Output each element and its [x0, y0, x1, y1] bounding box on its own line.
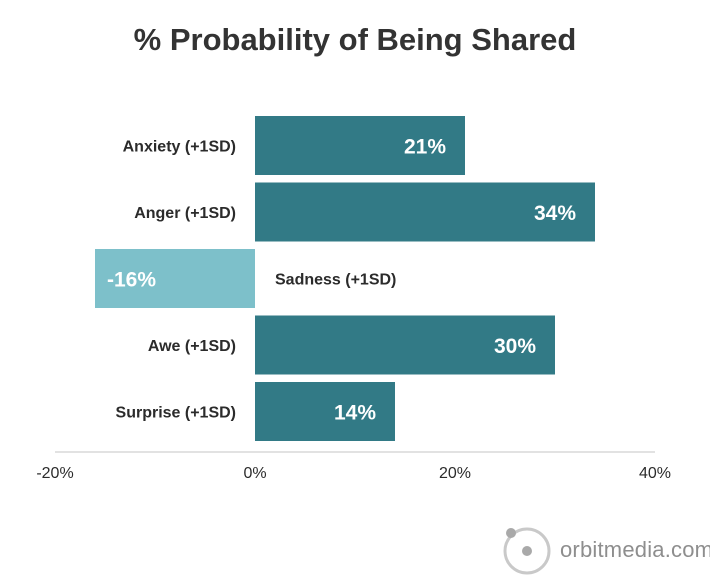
- bar-chart: Anxiety (+1SD) 21% Anger (+1SD) 34% Sadness …: [36, 116, 671, 482]
- value-label-anxiety-1sd: 21%: [404, 136, 446, 159]
- x-axis-ticks: -20% 0% 20% 40%: [36, 465, 671, 482]
- value-label-surprise-1sd: 14%: [334, 402, 376, 425]
- category-label-awe-1sd: Awe (+1SD): [148, 338, 236, 355]
- x-tick-label: -20%: [36, 465, 73, 482]
- category-label-surprise-1sd: Surprise (+1SD): [116, 405, 236, 422]
- orbit-logo-icon: [503, 527, 551, 575]
- watermark: orbitmedia.com: [502, 524, 710, 575]
- x-tick-label: 40%: [639, 465, 671, 482]
- x-tick-label: 20%: [439, 465, 471, 482]
- value-label-awe-1sd: 30%: [494, 335, 536, 358]
- x-tick-label: 0%: [243, 465, 266, 482]
- category-label-anxiety-1sd: Anxiety (+1SD): [123, 139, 236, 156]
- bar-anxiety-1sd: [255, 116, 465, 175]
- bars-group: Anxiety (+1SD) 21% Anger (+1SD) 34% Sadness …: [95, 116, 595, 441]
- chart-title: % Probability of Being Shared: [133, 22, 577, 57]
- watermark-text: orbitmedia.com: [560, 537, 710, 562]
- category-label-anger-1sd: Anger (+1SD): [134, 205, 236, 222]
- bar-surprise-1sd: [255, 382, 395, 441]
- value-label-anger-1sd: 34%: [534, 202, 576, 225]
- bar-awe-1sd: [255, 315, 555, 375]
- category-label-sadness-1sd: Sadness (+1SD): [275, 272, 396, 289]
- bar-sadness-1sd: [95, 249, 255, 308]
- bar-anger-1sd: [255, 182, 595, 242]
- value-label-sadness-1sd: -16%: [107, 269, 156, 292]
